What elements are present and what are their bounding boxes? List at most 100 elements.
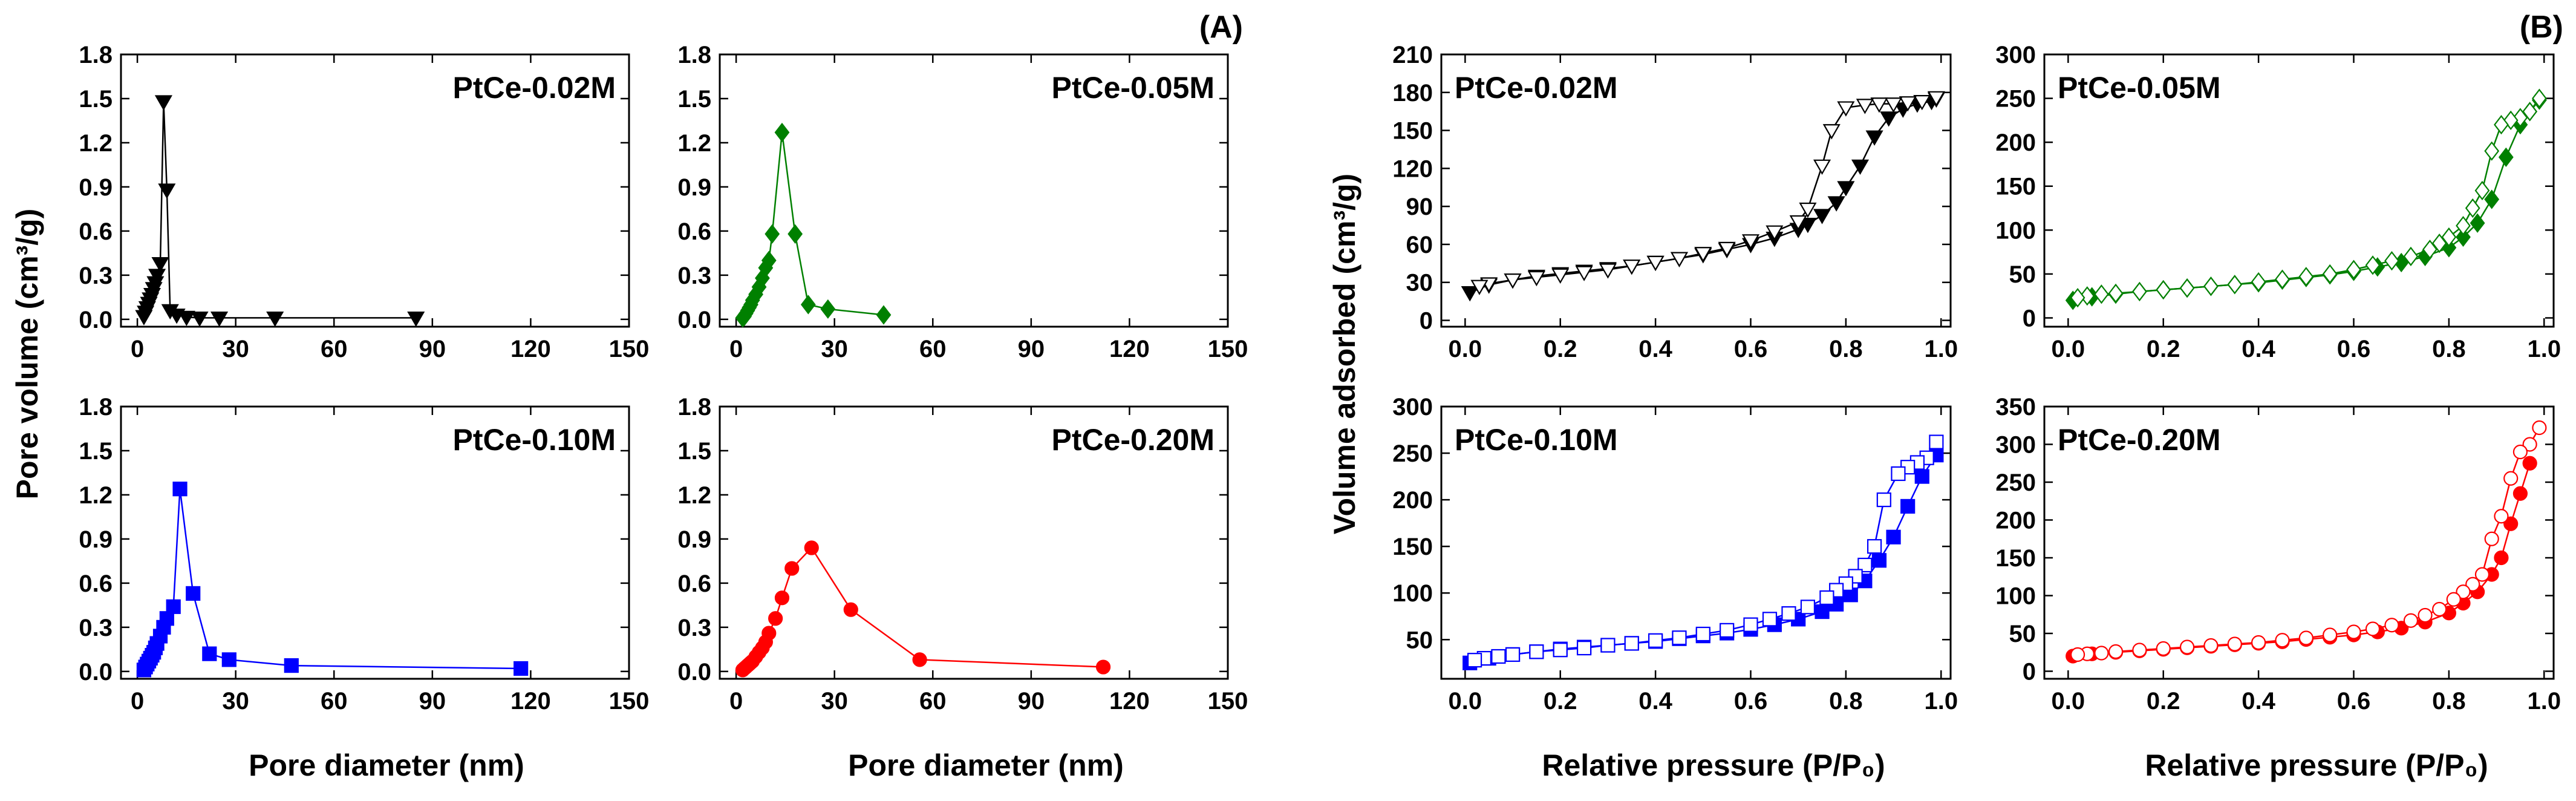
data-point xyxy=(2298,630,2314,646)
data-point xyxy=(774,122,790,143)
data-point xyxy=(2203,638,2219,653)
x-tick-label: 0 xyxy=(131,688,144,714)
y-tick-label: 30 xyxy=(1406,270,1433,296)
data-point xyxy=(2456,227,2471,247)
data-point xyxy=(1741,234,1760,250)
data-point xyxy=(2512,486,2528,501)
data-point xyxy=(1891,466,1906,482)
series-line xyxy=(2077,97,2540,299)
x-tick-label: 0 xyxy=(131,336,144,362)
series-line xyxy=(2078,427,2540,656)
y-tick-label: 350 xyxy=(1995,394,2036,420)
data-point xyxy=(2384,251,2399,271)
x-tick-label: 0.6 xyxy=(1734,336,1768,362)
data-point xyxy=(2403,613,2419,628)
data-point xyxy=(1461,286,1479,302)
y-tick-label: 0.3 xyxy=(677,615,711,641)
data-point xyxy=(1527,270,1545,287)
subplot-iso-020: 0.0 0.2 0.4 0.6 0.8 1.0 0 50 100 150 200 250 300 350 P… xyxy=(1995,394,2561,714)
data-point xyxy=(2070,647,2085,662)
x-tick-label: 0.2 xyxy=(1544,688,1577,714)
data-point xyxy=(1886,529,1901,544)
panel-b-x-axis-title-right: Relative pressure (P/P₀) xyxy=(2145,748,2488,782)
data-point xyxy=(1505,647,1521,662)
y-tick-label: 0.3 xyxy=(79,263,112,289)
x-tick-label: 150 xyxy=(609,336,650,362)
x-tick-label: 0.8 xyxy=(1829,336,1863,362)
data-point xyxy=(2131,281,2147,302)
subplot-psd-005: 0 30 60 90 120 150 0.0 0.3 0.6 0.9 1.2 1.5 1.8 PtCe-0… xyxy=(677,42,1248,362)
y-tick-label: 0.3 xyxy=(79,615,112,641)
data-point xyxy=(407,311,425,327)
y-tick-label: 300 xyxy=(1392,394,1433,420)
data-point xyxy=(1646,255,1665,272)
data-point xyxy=(2494,509,2509,524)
data-point xyxy=(2512,444,2528,460)
series-psd xyxy=(735,540,1111,678)
subplots: 0 30 60 90 120 150 0.0 0.3 0.6 0.9 1.2 1.5 1.8 PtCe-0… xyxy=(79,42,2561,714)
series-line xyxy=(1479,96,1937,287)
data-point xyxy=(2227,275,2243,295)
data-point xyxy=(820,299,836,319)
data-point xyxy=(1819,590,1834,606)
y-tick-label: 1.5 xyxy=(79,86,112,113)
x-tick-label: 0 xyxy=(729,336,743,362)
data-point xyxy=(1553,642,1568,658)
x-tick-label: 60 xyxy=(321,688,348,714)
x-tick-label: 120 xyxy=(1109,336,1150,362)
data-point xyxy=(2432,601,2447,617)
x-tick-label: 0.8 xyxy=(1829,688,1863,714)
subplot-title: PtCe-0.10M xyxy=(452,423,616,457)
data-point xyxy=(186,586,201,601)
y-tick-label: 250 xyxy=(1995,469,2036,496)
data-point xyxy=(1856,99,1874,114)
x-tick-label: 150 xyxy=(1208,688,1248,714)
data-point xyxy=(1799,202,1817,218)
data-point xyxy=(2522,456,2537,471)
data-point xyxy=(1720,623,1735,638)
subplot-title: PtCe-0.02M xyxy=(1455,71,1618,105)
x-tick-label: 30 xyxy=(222,336,249,362)
series-line xyxy=(143,101,416,319)
data-point xyxy=(2323,627,2338,642)
y-tick-label: 300 xyxy=(1995,432,2036,459)
data-point xyxy=(2422,240,2437,260)
subplot-psd-002: 0 30 60 90 120 150 0.0 0.3 0.6 0.9 1.2 1.5 1.8 PtCe-0… xyxy=(79,42,649,362)
series-adsorption xyxy=(1461,92,1945,302)
data-point xyxy=(1695,626,1710,642)
x-tick-label: 0 xyxy=(729,688,743,714)
data-point xyxy=(2418,607,2433,623)
y-tick-label: 0.6 xyxy=(677,571,711,597)
x-tick-label: 0.4 xyxy=(1639,336,1672,362)
y-tick-label: 1.8 xyxy=(79,394,112,420)
series-psd xyxy=(735,122,892,328)
y-tick-label: 0 xyxy=(1420,308,1433,335)
y-tick-label: 1.8 xyxy=(677,42,711,68)
x-tick-label: 0.6 xyxy=(2337,688,2371,714)
plot-frame xyxy=(1440,53,1952,328)
y-tick-label: 0.3 xyxy=(677,263,711,289)
x-tick-label: 0.4 xyxy=(2242,336,2275,362)
data-point xyxy=(768,611,783,626)
y-tick-label: 0.0 xyxy=(677,307,711,333)
panel-a-label: (A) xyxy=(1199,10,1243,45)
x-tick-label: 1.0 xyxy=(1924,336,1958,362)
subplot-psd-010: 0 30 60 90 120 150 0.0 0.3 0.6 0.9 1.2 1.5 1.8 PtCe-0… xyxy=(79,394,649,714)
x-tick-label: 0.8 xyxy=(2432,688,2466,714)
data-point xyxy=(761,626,777,641)
data-point xyxy=(2484,141,2500,161)
data-point xyxy=(2512,108,2528,128)
data-point xyxy=(1743,617,1758,632)
x-tick-label: 90 xyxy=(419,688,446,714)
data-point xyxy=(2384,618,2399,633)
data-point xyxy=(2275,269,2290,289)
data-point xyxy=(2156,641,2171,656)
data-point xyxy=(1800,600,1816,615)
data-point xyxy=(2365,621,2381,636)
y-tick-label: 90 xyxy=(1406,194,1433,220)
x-tick-label: 30 xyxy=(821,336,848,362)
data-point xyxy=(2484,531,2499,546)
data-point xyxy=(800,295,816,315)
data-point xyxy=(2470,213,2485,233)
data-point xyxy=(2094,646,2109,661)
